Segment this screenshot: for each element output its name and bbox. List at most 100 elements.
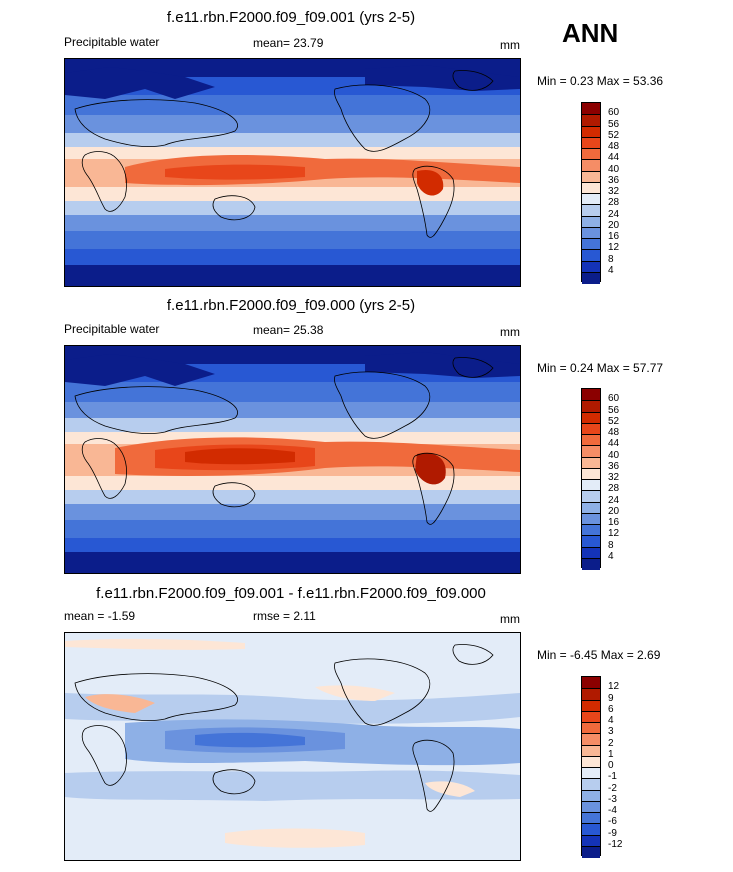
panel2-map-field bbox=[65, 346, 520, 573]
colorbar-segment bbox=[582, 411, 600, 424]
panel3-colorbar bbox=[581, 676, 601, 858]
season-label: ANN bbox=[562, 18, 619, 48]
colorbar-label: 36 bbox=[608, 174, 620, 186]
colorbar-label: -6 bbox=[608, 816, 617, 828]
colorbar-segment bbox=[582, 204, 600, 216]
colorbar-segment bbox=[582, 456, 600, 469]
panel3-rmse: rmse = 2.11 bbox=[253, 609, 316, 623]
colorbar-segment bbox=[582, 778, 600, 790]
colorbar-segment bbox=[582, 238, 600, 250]
colorbar-label: 20 bbox=[608, 505, 620, 517]
panel2-units: mm bbox=[500, 325, 520, 339]
colorbar-segment bbox=[582, 400, 600, 412]
colorbar-label: 24 bbox=[608, 494, 620, 506]
colorbar-segment bbox=[582, 845, 600, 858]
colorbar-segment bbox=[582, 271, 600, 284]
colorbar-label: 20 bbox=[608, 219, 620, 231]
colorbar-segment bbox=[582, 136, 600, 149]
colorbar-label: 28 bbox=[608, 483, 620, 495]
colorbar-segment bbox=[582, 744, 600, 757]
colorbar-label: 12 bbox=[608, 681, 620, 693]
colorbar-label: 36 bbox=[608, 460, 620, 472]
colorbar-label: 4 bbox=[608, 264, 614, 276]
colorbar-label: 9 bbox=[608, 692, 614, 704]
colorbar-label: -9 bbox=[608, 827, 617, 839]
panel1-colorbar bbox=[581, 102, 601, 284]
colorbar-label: 1 bbox=[608, 748, 614, 760]
colorbar-label: 32 bbox=[608, 186, 620, 197]
colorbar-segment bbox=[582, 114, 600, 126]
colorbar-segment bbox=[582, 800, 600, 813]
panel2-minmax: Min = 0.24 Max = 57.77 bbox=[537, 361, 664, 375]
colorbar-label: 52 bbox=[608, 129, 620, 141]
colorbar-segment bbox=[582, 823, 600, 835]
colorbar-segment bbox=[582, 699, 600, 712]
colorbar-label: 12 bbox=[608, 528, 620, 540]
colorbar-label: 40 bbox=[608, 163, 620, 175]
colorbar-segment bbox=[582, 181, 600, 194]
colorbar-label: 52 bbox=[608, 415, 620, 427]
panel3-colorbar-labels: 12 9 6 4 3 2 1 0 -1 -2 -3 -4 -6 -9 -12 bbox=[608, 676, 648, 856]
panel1-title: f.e11.rbn.F2000.f09_f09.001 (yrs 2-5) bbox=[166, 9, 416, 26]
colorbar-segment bbox=[582, 733, 600, 745]
colorbar-segment bbox=[582, 710, 600, 723]
colorbar-label: 32 bbox=[608, 472, 620, 483]
colorbar-segment bbox=[582, 535, 600, 547]
panel3-minmax: Min = -6.45 Max = 2.69 bbox=[537, 648, 661, 662]
colorbar-segment bbox=[582, 159, 600, 171]
colorbar-label: 48 bbox=[608, 141, 620, 152]
colorbar-segment bbox=[582, 445, 600, 457]
colorbar-label: 8 bbox=[608, 539, 614, 551]
panel1-colorbar-labels: 60 56 52 48 44 40 36 32 28 24 20 16 12 8 4 bbox=[608, 102, 648, 282]
colorbar-label: 28 bbox=[608, 197, 620, 209]
colorbar-segment bbox=[582, 389, 600, 401]
panel2-mean: mean= 25.38 bbox=[253, 323, 324, 337]
colorbar-label: -2 bbox=[608, 782, 617, 794]
colorbar-segment bbox=[582, 557, 600, 570]
colorbar-segment bbox=[582, 125, 600, 138]
colorbar-label: -4 bbox=[608, 805, 617, 816]
colorbar-segment bbox=[582, 170, 600, 183]
colorbar-segment bbox=[582, 249, 600, 261]
colorbar-label: 60 bbox=[608, 393, 620, 405]
panel1-map-field bbox=[65, 59, 520, 286]
colorbar-label: 56 bbox=[608, 118, 620, 130]
colorbar-label: 40 bbox=[608, 449, 620, 461]
colorbar-segment bbox=[582, 490, 600, 502]
colorbar-segment bbox=[582, 479, 600, 491]
colorbar-label: 0 bbox=[608, 760, 614, 771]
colorbar-label: 16 bbox=[608, 231, 620, 242]
colorbar-segment bbox=[582, 688, 600, 700]
colorbar-label: 44 bbox=[608, 152, 620, 164]
colorbar-segment bbox=[582, 103, 600, 115]
colorbar-segment bbox=[582, 812, 600, 824]
colorbar-label: 12 bbox=[608, 242, 620, 254]
colorbar-segment bbox=[582, 834, 600, 847]
colorbar-segment bbox=[582, 215, 600, 228]
panel2-title: f.e11.rbn.F2000.f09_f09.000 (yrs 2-5) bbox=[166, 297, 416, 314]
colorbar-label: 2 bbox=[608, 737, 614, 749]
colorbar-segment bbox=[582, 260, 600, 273]
panel1-minmax: Min = 0.23 Max = 53.36 bbox=[537, 74, 664, 88]
colorbar-label: 4 bbox=[608, 715, 614, 726]
panel3-units: mm bbox=[500, 612, 520, 626]
colorbar-label: 44 bbox=[608, 438, 620, 450]
colorbar-segment bbox=[582, 524, 600, 536]
panel1-mean: mean= 23.79 bbox=[253, 36, 324, 50]
panel2-colorbar bbox=[581, 388, 601, 570]
panel3-mean: mean = -1.59 bbox=[64, 609, 136, 623]
panel1-variable: Precipitable water bbox=[64, 35, 160, 49]
colorbar-segment bbox=[582, 677, 600, 689]
panel3-title: f.e11.rbn.F2000.f09_f09.001 - f.e11.rbn.… bbox=[96, 585, 486, 602]
colorbar-segment bbox=[582, 467, 600, 480]
colorbar-label: -12 bbox=[608, 838, 623, 850]
colorbar-segment bbox=[582, 193, 600, 205]
colorbar-label: -1 bbox=[608, 771, 617, 783]
colorbar-label: 56 bbox=[608, 404, 620, 416]
colorbar-segment bbox=[582, 501, 600, 514]
panel2-colorbar-labels: 60 56 52 48 44 40 36 32 28 24 20 16 12 8 4 bbox=[608, 388, 648, 568]
panel3-map bbox=[64, 632, 521, 861]
colorbar-label: 60 bbox=[608, 107, 620, 119]
colorbar-label: 6 bbox=[608, 703, 614, 715]
colorbar-label: 16 bbox=[608, 517, 620, 528]
